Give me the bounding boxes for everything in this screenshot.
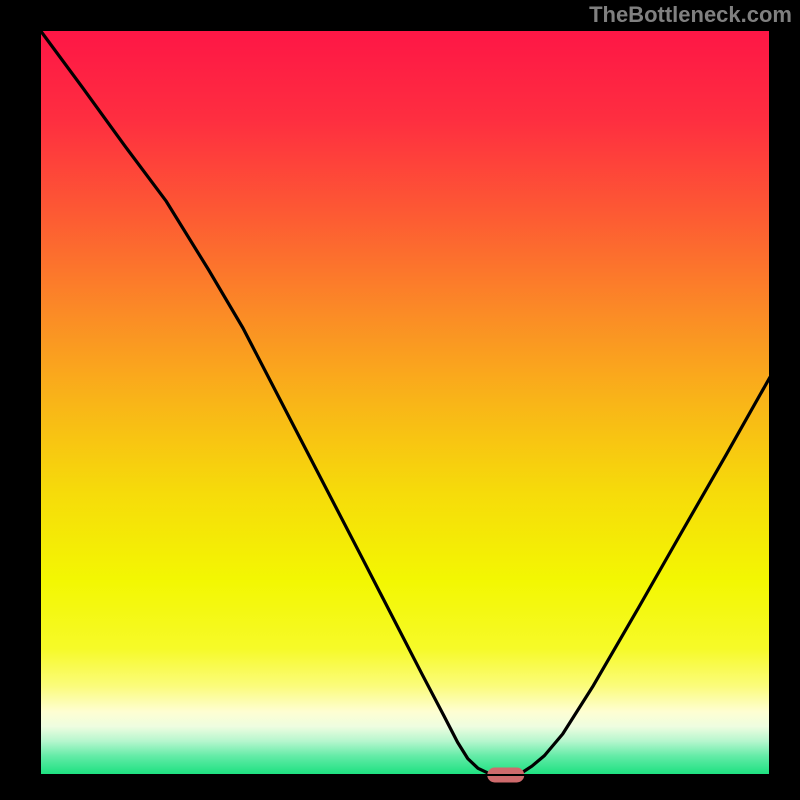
chart-background: [40, 30, 770, 775]
bottleneck-chart: [0, 0, 800, 800]
watermark-text: TheBottleneck.com: [589, 2, 792, 28]
